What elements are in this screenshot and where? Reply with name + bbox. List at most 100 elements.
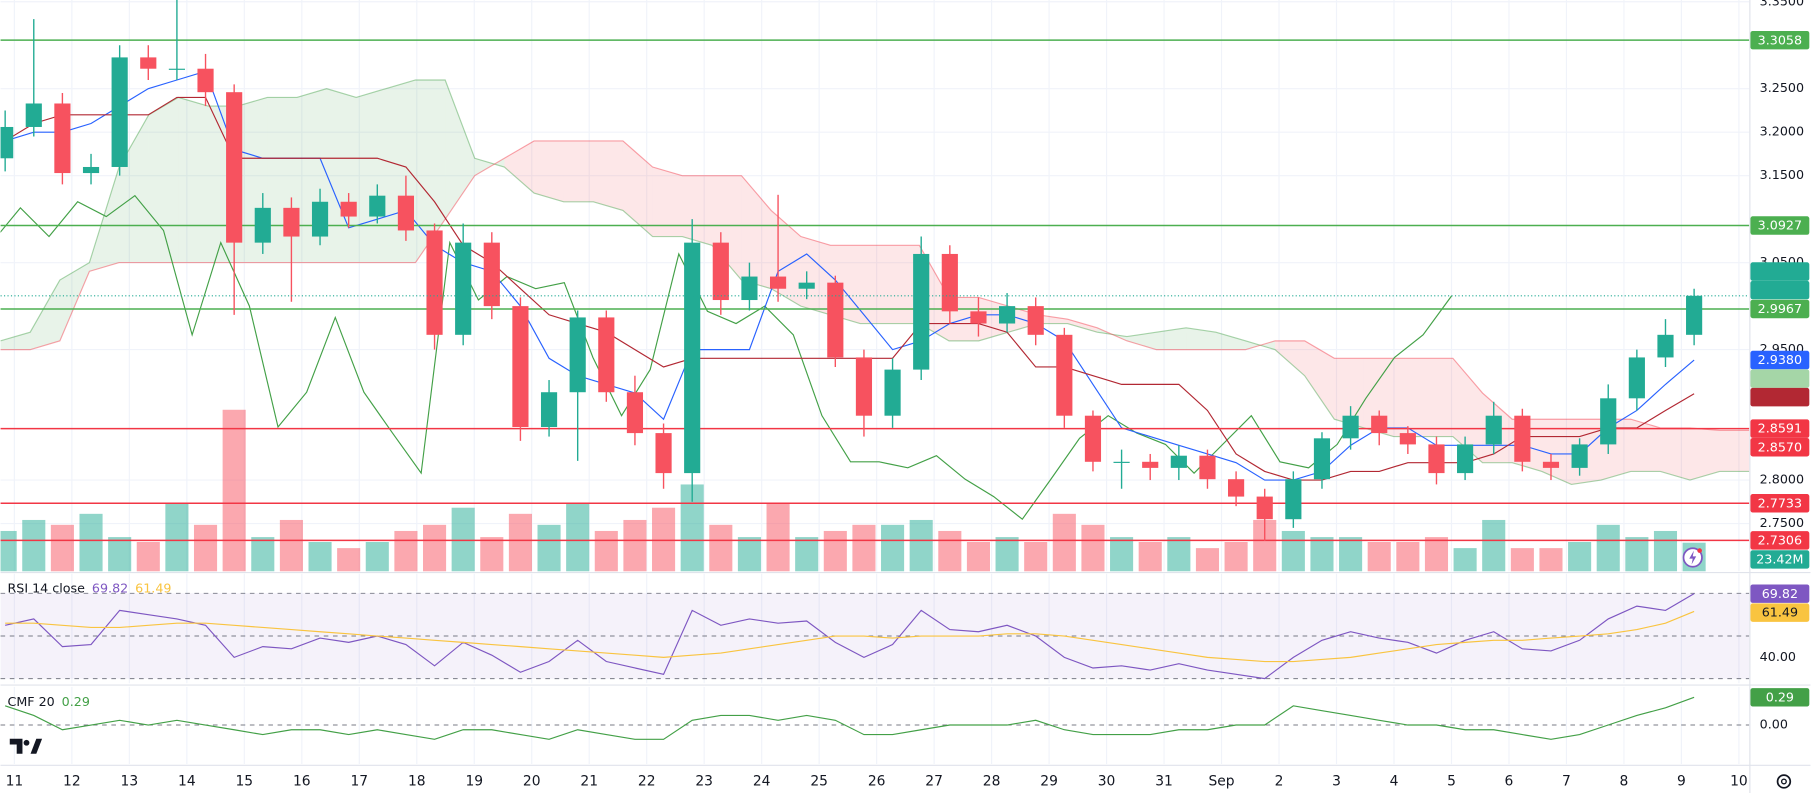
price-label-box: [1750, 262, 1810, 281]
price-label-box: [1750, 216, 1810, 235]
alert-icon[interactable]: [1682, 547, 1703, 568]
pane-title: CMF 20 0.29: [7, 693, 89, 708]
pane-title: RSI 14 close 69.82 61.49: [7, 580, 171, 595]
axes: 2.75002.80002.95003.05003.15003.20003.25…: [6, 0, 1810, 789]
volume-bar: [795, 537, 819, 572]
volume-bar: [1310, 537, 1334, 572]
indicator-line: [4, 96, 1695, 481]
price-label-box: [1750, 437, 1810, 457]
volume-bar: [652, 507, 676, 572]
candle-body: [283, 207, 300, 237]
volume-bar: [709, 524, 733, 572]
volume-bar: [22, 519, 46, 572]
volume-bar: [165, 502, 189, 572]
candle-body: [455, 242, 472, 335]
volume-bar: [193, 524, 218, 572]
price-label: 69.82: [1762, 586, 1798, 601]
candle-body: [54, 103, 71, 174]
x-tick-label: 24: [753, 773, 771, 789]
volume-bar: [1253, 519, 1277, 572]
cmf-pane: [0, 686, 1750, 765]
candle-body: [140, 57, 157, 69]
candle-body: [1285, 479, 1302, 520]
candle-body: [25, 103, 42, 127]
y-tick-label: 40.00: [1760, 649, 1796, 664]
candle-body: [1514, 415, 1531, 462]
pane-title-value: 0.29: [62, 693, 90, 708]
volume-bar: [279, 519, 303, 572]
x-tick-label: 16: [293, 773, 311, 789]
rsi-pane: [0, 573, 1750, 684]
candle-body: [827, 282, 844, 358]
cloud-segment: [1126, 332, 1157, 350]
volume-bar: [308, 541, 332, 572]
candle-body: [941, 253, 958, 312]
x-tick-label: 25: [810, 773, 828, 789]
cloud-segment: [563, 140, 594, 202]
x-tick-label: 3: [1332, 773, 1341, 789]
cloud-segment: [445, 80, 475, 220]
pane-title-text: RSI 14 close: [7, 580, 85, 595]
price-label-box: [1750, 299, 1810, 319]
price-label-box: [1750, 30, 1810, 50]
x-tick-label: 5: [1447, 773, 1456, 789]
cloud-segment: [1067, 319, 1098, 333]
x-tick-label: 13: [121, 773, 139, 789]
volume-bar: [79, 513, 103, 572]
volume-bar: [881, 524, 905, 572]
candle-body: [0, 126, 14, 159]
cloud-segment: [652, 166, 683, 237]
volume-bar: [1367, 541, 1391, 572]
cloud-segment: [1275, 340, 1305, 376]
settings-icon[interactable]: [1776, 774, 1792, 789]
candle-body: [1542, 461, 1560, 468]
volume-bar: [737, 537, 761, 572]
x-tick-label: 29: [1040, 773, 1058, 789]
cloud-segment: [385, 80, 416, 263]
cloud-segment: [356, 88, 386, 263]
level-band: [0, 593, 1750, 679]
candle-body: [1313, 438, 1331, 480]
candle-body: [311, 201, 329, 237]
candle-body: [168, 68, 185, 70]
candle-body: [998, 306, 1016, 324]
y-tick-label: 3.2500: [1760, 80, 1804, 95]
price-label: 2.9967: [1758, 301, 1802, 316]
volume-bar: [1339, 537, 1363, 572]
volume-bar: [451, 507, 475, 572]
candle-body: [913, 253, 930, 370]
candle-body: [1342, 415, 1359, 439]
volume-bar: [1625, 537, 1649, 572]
cloud-segment: [1660, 427, 1691, 481]
candle-body: [483, 242, 500, 307]
candle-body: [1686, 295, 1703, 335]
x-tick-label: Sep: [1208, 773, 1234, 789]
price-label-box: [1750, 494, 1810, 513]
cloud-segment: [267, 97, 297, 263]
x-tick-label: 4: [1390, 773, 1399, 789]
cloud-segment: [504, 140, 535, 194]
price-label-box: [1750, 387, 1810, 407]
volume-bar: [508, 513, 532, 572]
cloud-segment: [860, 245, 890, 324]
candle-body: [655, 433, 672, 474]
candle-body: [1571, 444, 1588, 468]
price-label-box: [1750, 419, 1810, 438]
volume-bar: [1052, 513, 1076, 572]
candle-body: [1084, 415, 1102, 462]
candle-body: [626, 392, 644, 434]
price-label: 61.49: [1762, 605, 1798, 620]
x-tick-label: 11: [6, 773, 24, 789]
cloud-segment: [326, 88, 357, 263]
volume-bar: [995, 537, 1019, 572]
volume-bar: [1081, 524, 1105, 572]
x-tick-label: 22: [638, 773, 656, 789]
y-tick-label: 2.8000: [1760, 472, 1804, 487]
cloud-segment: [89, 166, 120, 272]
cloud-segment: [474, 158, 505, 176]
candle-body: [712, 242, 729, 301]
cloud-segment: [1452, 358, 1483, 463]
x-tick-label: 23: [695, 773, 713, 789]
candle-body: [1600, 398, 1617, 445]
